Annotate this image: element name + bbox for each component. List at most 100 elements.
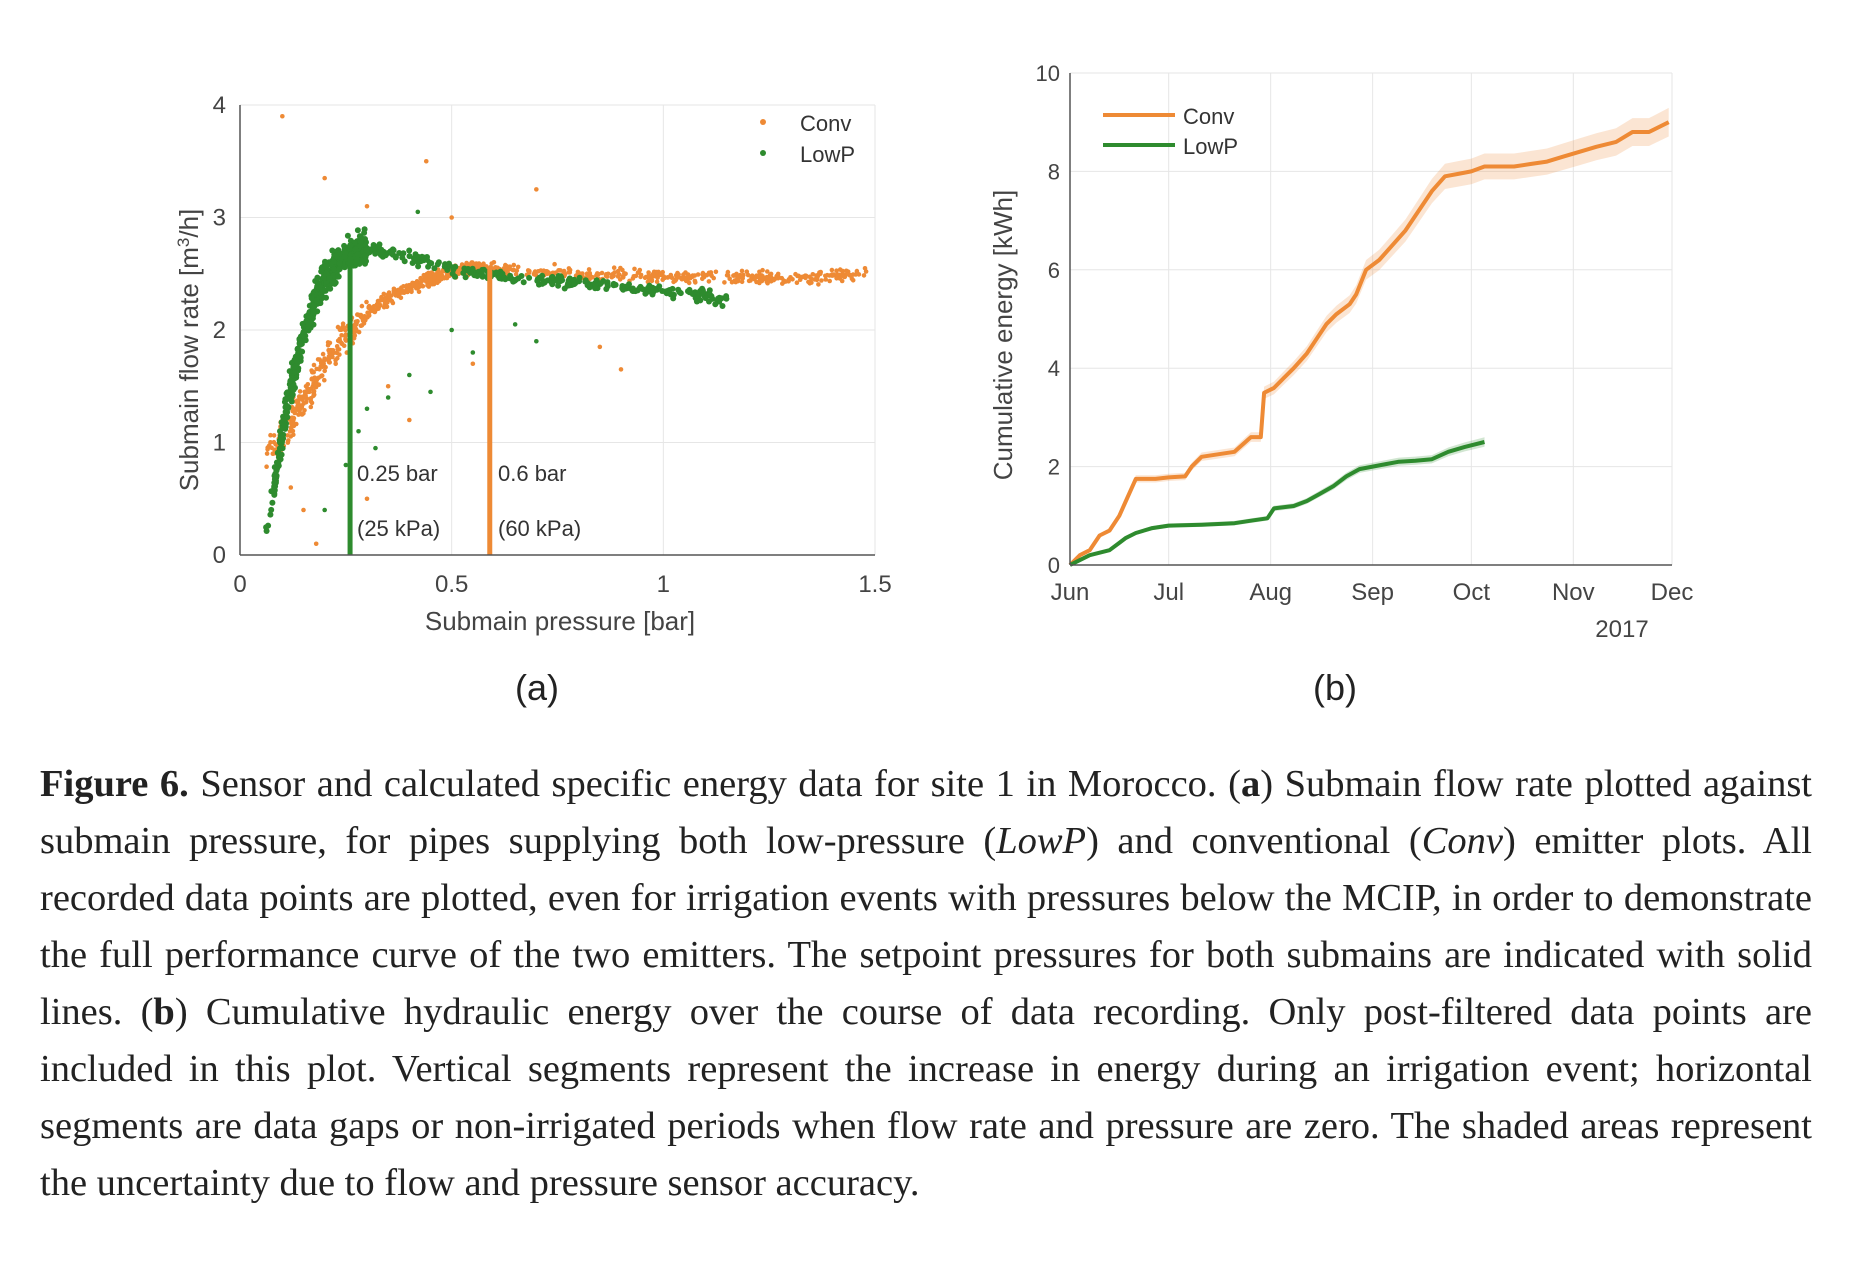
scatter-point <box>632 266 637 272</box>
y-tick-label: 0 <box>213 542 226 569</box>
scatter-point <box>444 275 449 281</box>
scatter-point <box>355 319 360 324</box>
scatter-point <box>518 273 525 279</box>
scatter-point <box>534 338 539 344</box>
scatter-point <box>649 277 655 283</box>
uncertainty-band-conv <box>1070 107 1669 566</box>
scatter-point <box>422 274 428 279</box>
scatter-point <box>470 350 476 355</box>
scatter-point <box>450 266 457 273</box>
scatter-point <box>362 314 367 319</box>
scatter-point <box>415 259 422 266</box>
scatter-point <box>425 283 430 288</box>
scatter-point <box>268 440 273 445</box>
conv-setpoint-label-bar: 0.6 bar <box>498 461 567 486</box>
scatter-point <box>819 278 824 283</box>
scatter-point <box>342 326 347 331</box>
scatter-point <box>700 276 705 282</box>
series-line-conv <box>1068 120 1670 567</box>
x-tick-label: Jun <box>1051 579 1090 606</box>
scatter-point <box>745 272 751 278</box>
scatter-point <box>289 391 296 398</box>
scatter-point <box>646 273 652 278</box>
scatter-point <box>452 273 458 280</box>
scatter-point <box>534 187 539 192</box>
scatter-point <box>361 229 368 236</box>
scatter-point <box>273 472 280 479</box>
scatter-point <box>358 235 365 241</box>
scatter-point <box>323 270 330 277</box>
legend-label-conv: Conv <box>800 111 851 136</box>
scatter-point <box>632 288 639 295</box>
scatter-point <box>739 279 745 285</box>
y-tick-label: 4 <box>213 92 226 119</box>
scatter-point <box>639 286 646 293</box>
scatter-point <box>264 451 270 456</box>
scatter-point <box>810 272 816 277</box>
scatter-point <box>375 243 382 250</box>
scatter-point <box>296 403 301 408</box>
scatter-point <box>794 280 800 286</box>
y-tick-label: 1 <box>213 430 226 457</box>
scatter-point <box>544 269 549 274</box>
scatter-point <box>648 286 655 293</box>
scatter-point <box>323 263 330 270</box>
scatter-point <box>310 302 317 309</box>
scatter-point <box>654 269 659 275</box>
scatter-point <box>339 333 344 338</box>
scatter-point <box>283 409 290 416</box>
scatter-point <box>686 286 693 293</box>
scatter-point <box>686 280 692 286</box>
scatter-point <box>287 377 294 384</box>
figure-caption: Figure 6. Sensor and calculated specific… <box>40 756 1812 1212</box>
scatter-point <box>344 232 351 239</box>
scatter-point <box>354 251 361 258</box>
scatter-point <box>739 268 745 274</box>
scatter-point <box>332 279 339 286</box>
scatter-point <box>495 265 500 271</box>
scatter-point <box>335 324 341 330</box>
scatter-point <box>388 250 395 257</box>
scatter-point <box>558 268 563 273</box>
scatter-point <box>431 265 438 272</box>
scatter-point <box>715 295 721 302</box>
scatter-point <box>552 261 557 267</box>
scatter-point <box>364 406 370 412</box>
scatter-point <box>301 507 306 513</box>
lowp-setpoint-label-bar: 0.25 bar <box>357 461 438 486</box>
caption-bold-b: b <box>153 991 175 1033</box>
scatter-point <box>863 269 869 274</box>
scatter-point <box>586 267 592 272</box>
scatter-point <box>702 295 709 302</box>
scatter-point <box>356 329 362 335</box>
scatter-point <box>515 264 521 270</box>
y-tick-label: 2 <box>213 317 226 344</box>
scatter-point <box>610 282 617 289</box>
scatter-point <box>423 158 429 164</box>
scatter-point <box>861 273 867 278</box>
scatter-point <box>362 252 369 259</box>
scatter-point <box>406 253 413 260</box>
x-tick-label: 1 <box>657 571 670 598</box>
caption-bold-a: a <box>1240 763 1261 805</box>
scatter-point <box>493 269 500 276</box>
scatter-point <box>407 372 412 378</box>
scatter-point <box>534 277 541 284</box>
scatter-point <box>814 273 819 278</box>
scatter-point <box>513 271 519 277</box>
scatter-point <box>374 302 380 307</box>
scatter-point <box>271 433 277 438</box>
scatter-point <box>650 271 656 277</box>
scatter-point <box>373 445 378 451</box>
legend-marker-lowp <box>760 150 766 156</box>
axes <box>239 105 875 556</box>
scatter-point <box>548 279 555 286</box>
scatter-point <box>479 271 485 278</box>
scatter-point <box>432 272 438 277</box>
scatter-point <box>322 507 327 513</box>
x-tick-label: Oct <box>1453 579 1491 606</box>
scatter-point <box>286 438 291 443</box>
scatter-point <box>309 377 315 382</box>
scatter-point <box>669 275 675 281</box>
scatter-point <box>293 406 299 412</box>
